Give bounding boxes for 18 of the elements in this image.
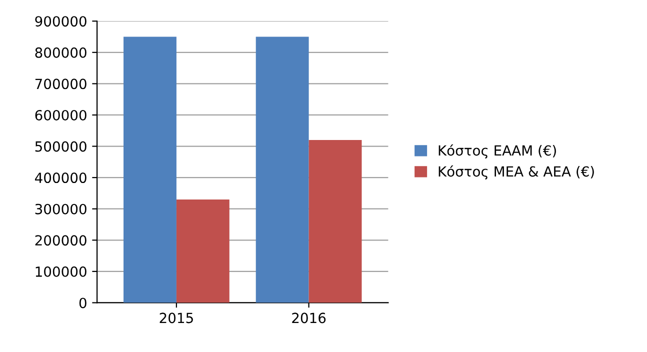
bar — [124, 36, 176, 303]
y-tick-label: 100000 — [36, 266, 86, 277]
y-tick-label: 400000 — [34, 172, 86, 184]
x-tick-label: 2016 — [292, 312, 326, 324]
bar — [308, 140, 362, 303]
y-tick-label: 700000 — [35, 78, 86, 90]
y-tick-label: 300000 — [35, 204, 86, 214]
x-tick-label: 2015 — [160, 312, 193, 324]
y-tick-label: 0 — [79, 298, 86, 308]
y-tick-label: 800000 — [35, 47, 86, 58]
legend-label: Κόστος ΕΑΑΜ (€) — [438, 144, 556, 158]
y-tick-label: 900000 — [35, 16, 86, 27]
y-tick-label: 500000 — [35, 141, 86, 152]
legend-label: Κόστος ΜΕΑ & ΑΕΑ (€) — [438, 165, 594, 180]
y-tick-label: 200000 — [35, 235, 86, 246]
bar — [256, 36, 309, 303]
y-tick-label: 600000 — [35, 110, 86, 120]
bar — [176, 199, 230, 303]
